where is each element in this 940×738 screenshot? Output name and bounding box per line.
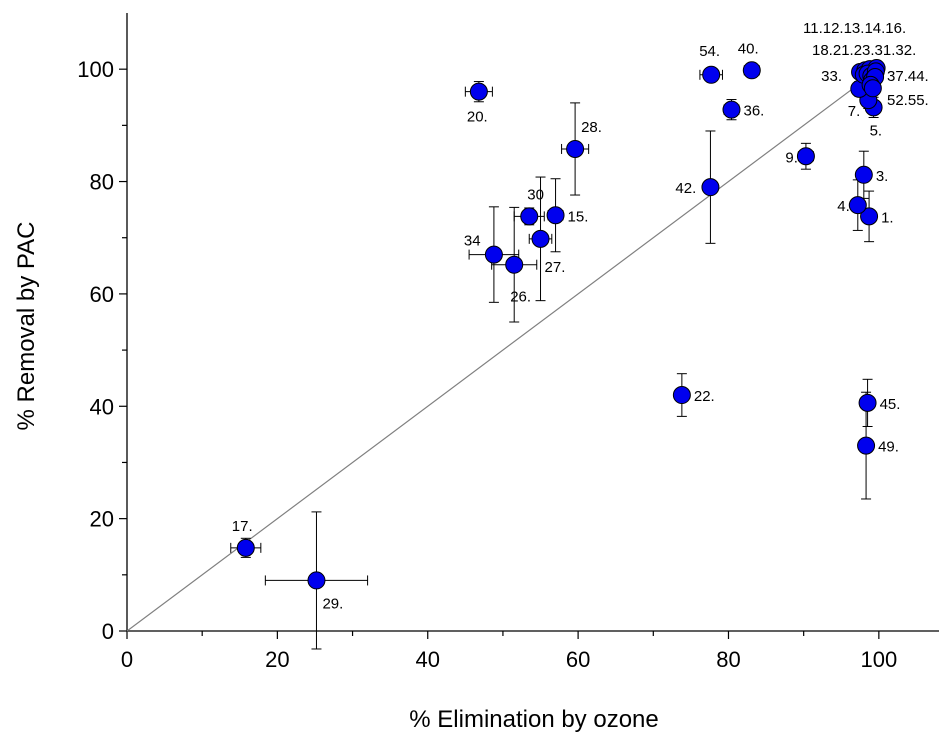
- data-point: [672, 386, 691, 405]
- point-label: 15.: [568, 208, 589, 225]
- data-point: [236, 538, 255, 557]
- x-axis-title: % Elimination by ozone: [409, 706, 658, 733]
- reference-line-group: [126, 68, 880, 632]
- point-label: 7.: [848, 103, 861, 120]
- point-label: 5.: [870, 122, 883, 139]
- data-point: [858, 393, 877, 412]
- error-bar: [230, 537, 262, 558]
- point-label: 4.: [837, 198, 850, 215]
- data-point: [857, 436, 876, 455]
- y-tick-label: 40: [90, 394, 114, 419]
- x-tick-label: 40: [415, 647, 439, 672]
- data-point: [722, 100, 741, 119]
- data-point: [863, 79, 882, 98]
- point-label: 40.: [738, 40, 759, 57]
- point-label: 27.: [545, 259, 566, 276]
- x-tick-label: 20: [265, 647, 289, 672]
- point-label: 30: [527, 186, 544, 203]
- point-label: 22.: [694, 388, 715, 405]
- data-point: [860, 207, 879, 226]
- data-point: [520, 207, 539, 226]
- data-point: [701, 178, 720, 197]
- x-tick-label: 0: [121, 647, 133, 672]
- identity-line: [126, 68, 880, 632]
- point-label: 9.: [785, 149, 798, 166]
- data-point: [566, 139, 585, 158]
- data-point: [546, 206, 565, 225]
- point-label: 42.: [675, 180, 696, 197]
- y-tick-label: 60: [90, 282, 114, 307]
- y-tick-label: 0: [102, 619, 114, 644]
- x-tick-label: 60: [566, 647, 590, 672]
- point-label: 20.: [467, 109, 488, 126]
- data-point: [484, 245, 503, 264]
- data-point: [796, 147, 815, 166]
- point-label: 3.: [876, 168, 889, 185]
- point-labels: 1. 3. 4. 5. 7. 9. 15. 17. 20. 22. 29. 26. 27. 28. 30 34…: [232, 20, 929, 612]
- y-axis-title: % Removal by PAC: [13, 222, 40, 431]
- point-label: 49.: [878, 439, 899, 456]
- point-label: 17.: [232, 518, 253, 535]
- point-label: 26.: [510, 289, 531, 306]
- point-label: 45.: [880, 396, 901, 413]
- error-bars: [230, 63, 882, 650]
- data-point: [854, 165, 873, 184]
- point-label: 36.: [743, 103, 764, 120]
- point-label: 28.: [581, 119, 602, 136]
- axis-ticks: 0 20 40 60 80 100 0 20 40 60 80 100: [77, 57, 897, 672]
- cluster-label: 11.12.13.14.16.: [803, 20, 906, 37]
- point-label: 1.: [881, 209, 894, 226]
- data-point: [848, 196, 867, 215]
- cluster-label: 37.44.: [887, 68, 929, 85]
- y-tick-label: 80: [90, 170, 114, 195]
- y-tick-label: 100: [77, 57, 114, 82]
- data-point: [742, 61, 761, 80]
- data-point: [531, 229, 550, 248]
- data-point: [307, 571, 326, 590]
- cluster-label: 18.21.23.31.32.: [812, 42, 916, 59]
- x-tick-label: 80: [716, 647, 740, 672]
- data-point: [505, 255, 524, 274]
- point-label: 34: [464, 233, 481, 250]
- data-point: [469, 82, 488, 101]
- cluster-label: 52.55.: [887, 92, 929, 109]
- cluster-label: 33.: [821, 68, 842, 85]
- point-label: 54.: [699, 43, 720, 60]
- y-tick-label: 20: [90, 507, 114, 532]
- x-tick-label: 100: [860, 647, 897, 672]
- data-points: [236, 59, 886, 590]
- point-label: 29.: [322, 595, 343, 612]
- data-point: [702, 65, 721, 84]
